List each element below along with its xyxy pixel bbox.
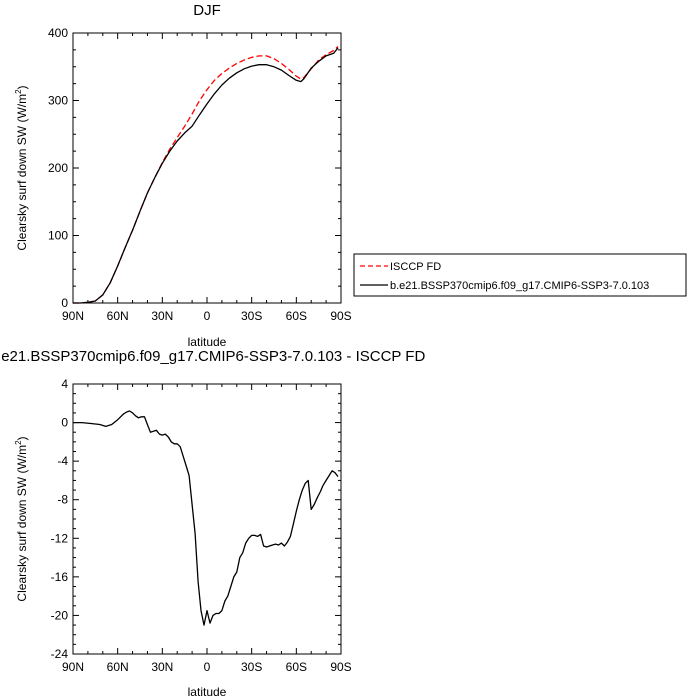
y-tick-label: -20 [51,608,69,622]
y-axis-label-end: ) [15,436,29,440]
series-line-1 [73,47,339,304]
y-axis-label-sup: 2 [14,440,23,445]
legend-label-model: b.e21.BSSP370cmip6.f09_g17.CMIP6-SSP3-7.… [390,280,649,292]
x-axis-label: latitude [188,685,227,699]
y-tick-label: 0 [61,296,68,310]
y-axis-label: Clearsky surf down SW (W/m2) [14,436,29,601]
legend-box [353,253,687,297]
y-tick-label: -8 [57,493,68,507]
x-tick-label: 60N [107,309,129,323]
y-axis-label-text: Clearsky surf down SW (W/m [15,445,29,602]
x-tick-label: 0 [204,309,211,323]
y-tick-label: 400 [48,26,68,40]
x-axis-label: latitude [188,335,227,349]
legend: ISCCP FD b.e21.BSSP370cmip6.f09_g17.CMIP… [353,253,687,297]
chart-top: DJF 90N 60N 30N 0 30S 60S 90S 0 100 200 300 400 lat… [14,2,687,349]
x-tick-label: 30N [151,660,173,674]
series-line-0 [73,46,339,304]
x-tick-label: 30N [151,309,173,323]
x-tick-label: 90N [62,309,84,323]
y-tick-label: -16 [51,570,69,584]
x-tick-label: 30S [241,660,262,674]
y-axis-label-end: ) [15,85,29,89]
x-tick-label: 60S [286,660,307,674]
series-line-0 [73,410,339,626]
x-tick-label: 90N [62,660,84,674]
y-tick-label: 0 [61,416,68,430]
y-tick-label: -12 [51,531,69,545]
chart-title: b.e21.BSSP370cmip6.f09_g17.CMIP6-SSP3-7.… [0,348,425,365]
chart-title: DJF [193,2,221,19]
plot-frame [72,32,342,304]
x-tick-label: 90S [330,660,351,674]
y-tick-label: 100 [48,229,68,243]
x-tick-label: 0 [204,660,211,674]
legend-label-isccp: ISCCP FD [390,261,441,273]
y-tick-label: 4 [61,377,68,391]
y-axis-label-sup: 2 [14,89,23,94]
x-tick-label: 90S [330,309,351,323]
chart-bottom: b.e21.BSSP370cmip6.f09_g17.CMIP6-SSP3-7.… [0,348,425,699]
y-axis-label-text: Clearsky surf down SW (W/m [15,94,29,251]
y-axis-label: Clearsky surf down SW (W/m2) [14,85,29,250]
y-tick-label: 300 [48,94,68,108]
y-tick-label: -4 [57,454,68,468]
y-tick-label: -24 [51,647,69,661]
x-tick-label: 30S [241,309,262,323]
y-tick-label: 200 [48,161,68,175]
x-tick-label: 60N [107,660,129,674]
x-tick-label: 60S [286,309,307,323]
